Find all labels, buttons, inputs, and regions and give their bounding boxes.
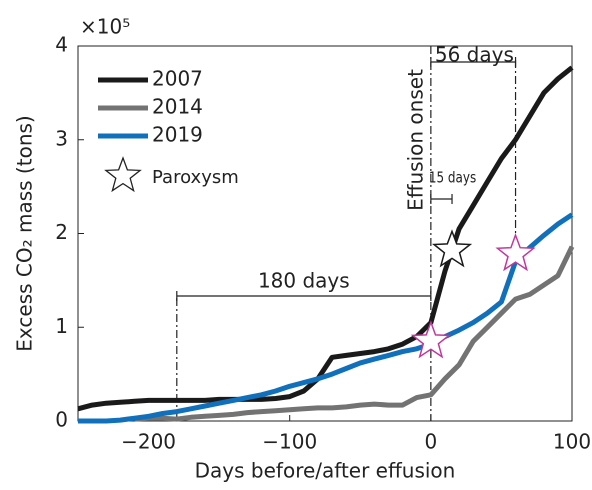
x-tick-label: −100 xyxy=(262,430,317,454)
paroxysm-star xyxy=(495,232,536,272)
bracket-15 xyxy=(430,194,453,204)
x-tick-label: 0 xyxy=(424,430,437,454)
bracket-56 xyxy=(430,57,517,67)
annotation: 56 days xyxy=(435,43,514,67)
legend-label: 2019 xyxy=(152,123,203,147)
legend-label: 2007 xyxy=(152,67,203,91)
y-tick-label: 4 xyxy=(55,33,68,57)
y-tick-label: 2 xyxy=(55,220,68,244)
annotation: 180 days xyxy=(258,269,350,293)
x-axis-label: Days before/after effusion xyxy=(195,459,456,483)
legend-label: 2014 xyxy=(152,95,203,119)
series-line xyxy=(78,212,574,424)
y-multiplier: ×10⁵ xyxy=(80,15,130,39)
annotation: Effusion onset xyxy=(403,69,427,211)
bracket-180 xyxy=(176,291,432,301)
y-tick-label: 1 xyxy=(55,314,68,338)
y-tick-label: 3 xyxy=(55,126,68,150)
paroxysm-star xyxy=(431,229,473,268)
legend-label: Paroxysm xyxy=(152,167,239,188)
x-tick-label: −200 xyxy=(121,430,176,454)
y-tick-label: 0 xyxy=(55,408,68,432)
series-line xyxy=(134,245,575,422)
x-tick-label: 100 xyxy=(553,430,591,454)
legend-star xyxy=(104,156,142,193)
series-line xyxy=(77,65,574,412)
paroxysm-star xyxy=(410,320,451,359)
y-axis-label: Excess CO₂ mass (tons) xyxy=(13,115,37,351)
annotation: 15 days xyxy=(429,169,476,187)
